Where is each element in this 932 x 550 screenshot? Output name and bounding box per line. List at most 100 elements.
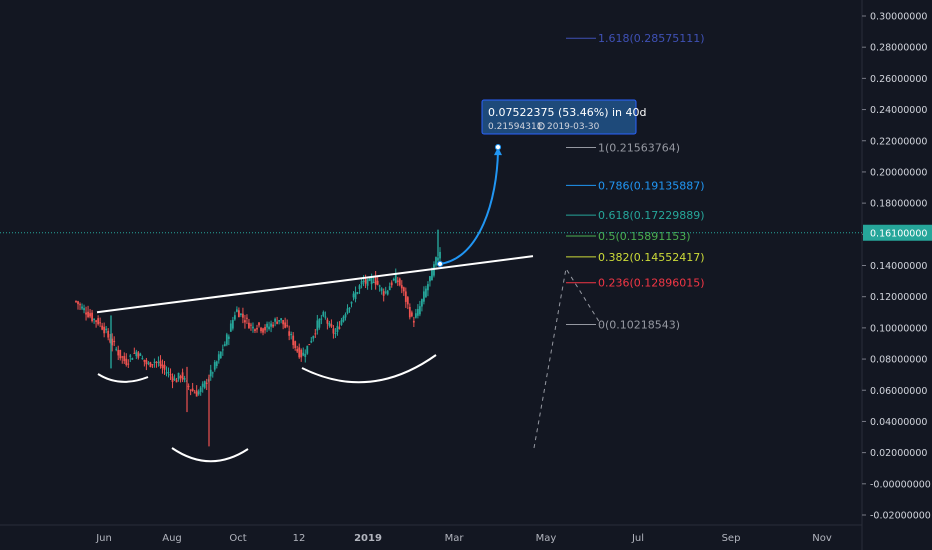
x-tick-label: Jun	[95, 533, 112, 544]
candle-body	[89, 313, 91, 317]
candle-body	[75, 300, 77, 302]
y-tick-label: 0.18000000	[870, 199, 927, 210]
fib-level-label: 0.786(0.19135887)	[598, 179, 705, 192]
fib-level-label: 0.236(0.12896015)	[598, 277, 705, 290]
candle-body	[244, 320, 246, 323]
left-shoulder-arc	[97, 373, 149, 383]
candle-body	[135, 351, 138, 357]
candle-body	[221, 349, 224, 351]
candle-body	[225, 334, 228, 345]
candle-body	[101, 325, 104, 330]
candle-body	[246, 317, 248, 319]
fib-trendline	[533, 267, 602, 449]
y-tick-label: 0.14000000	[870, 261, 927, 272]
candle-body	[406, 297, 409, 305]
candle-body	[350, 301, 353, 304]
candle-body	[237, 310, 240, 318]
drawings-layer	[96, 144, 534, 463]
current-price-layer: 0.16100000	[0, 224, 932, 241]
x-tick-label: Nov	[812, 533, 832, 544]
fib-extension-tool[interactable]: 1.618(0.28575111) 1(0.21563764) 0.786(0.19…	[533, 32, 705, 449]
candle-body	[203, 381, 206, 388]
y-tick-label: 0.10000000	[870, 323, 927, 334]
candle-body	[175, 379, 178, 383]
candle-body	[435, 257, 437, 266]
candle-body	[117, 349, 120, 356]
candle-body	[133, 352, 136, 354]
candle-body	[396, 280, 399, 282]
candle-body	[169, 373, 172, 376]
candle-body	[324, 316, 327, 318]
candle-body	[356, 292, 359, 294]
candle-body	[266, 323, 268, 328]
candle-body	[280, 318, 283, 321]
price-axis[interactable]: 0.30000000 0.28000000 0.26000000 0.24000000…	[862, 12, 931, 522]
candle-body	[302, 352, 305, 356]
candle-body	[215, 361, 218, 367]
y-tick-label: 0.26000000	[870, 74, 927, 85]
candle-body	[342, 316, 345, 322]
candle-body	[155, 361, 158, 363]
candle-body	[270, 323, 272, 327]
current-price-badge	[863, 224, 932, 241]
candle-body	[425, 288, 427, 297]
candle-body	[151, 364, 154, 366]
candle-body	[282, 320, 285, 325]
candle-body	[99, 322, 102, 324]
candle-body	[258, 322, 260, 326]
candle-body	[254, 329, 256, 332]
candle-body	[213, 362, 216, 370]
candle-body	[346, 308, 349, 314]
candle-body	[412, 320, 415, 323]
candle-body	[153, 361, 156, 363]
candle-body	[137, 352, 140, 358]
candle-body	[260, 327, 262, 332]
candle-body	[328, 322, 331, 326]
time-axis[interactable]: Jun Aug Oct 12 2019 Mar May Jul Sep Nov	[95, 533, 832, 544]
candle-body	[129, 355, 132, 357]
candle-body	[103, 326, 106, 334]
y-tick-label: 0.06000000	[870, 386, 927, 397]
candle-body	[121, 356, 124, 358]
candle-body	[107, 330, 110, 338]
candle-body	[179, 376, 182, 378]
candle-body	[300, 349, 303, 358]
y-tick-label: 0.08000000	[870, 355, 927, 366]
candle-body	[248, 322, 250, 329]
candle-body	[340, 320, 343, 325]
projection-arrow	[439, 151, 499, 265]
candle-body	[161, 364, 164, 369]
candle-body	[404, 291, 407, 302]
candle-body	[362, 280, 365, 282]
y-tick-label: 0.02000000	[870, 448, 927, 459]
fib-level-label: 0.5(0.15891153)	[598, 230, 691, 243]
candle-body	[408, 306, 411, 318]
candle-body	[189, 389, 192, 391]
y-tick-label: 0.22000000	[870, 136, 927, 147]
tooltip-target-text: 0.21594311	[488, 122, 542, 132]
projection-tooltip[interactable]: 0.07522375 (53.46%) in 40d 0.21594311 2019…	[481, 99, 647, 135]
candle-body	[252, 326, 254, 329]
candle-body	[195, 390, 198, 397]
candle-body	[262, 328, 264, 333]
candle-body	[400, 285, 403, 289]
candle-body	[211, 372, 214, 374]
candle-body	[431, 268, 433, 281]
candle-body	[83, 308, 85, 311]
y-tick-label: -0.02000000	[870, 511, 931, 522]
candle-body	[316, 320, 319, 331]
candle-body	[171, 376, 174, 382]
candle-body	[229, 323, 232, 332]
candle-body	[370, 277, 373, 285]
candle-body	[219, 351, 222, 359]
candle-body	[294, 341, 297, 348]
candle-body	[85, 312, 87, 315]
candle-body	[386, 290, 389, 295]
candle-body	[354, 292, 357, 300]
candle-body	[427, 284, 429, 291]
current-price-label: 0.16100000	[870, 228, 927, 239]
candle-body	[274, 318, 276, 322]
candle-body	[288, 331, 291, 336]
